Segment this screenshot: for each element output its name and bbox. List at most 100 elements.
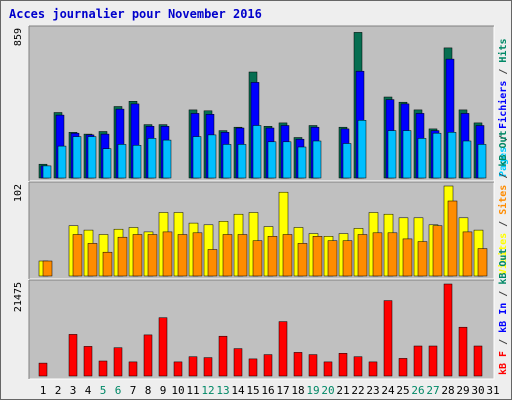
x-tick-label: 15 <box>246 384 259 397</box>
x-tick-label: 21 <box>336 384 349 397</box>
bar-day-26 <box>417 138 427 179</box>
bar-day-22 <box>357 234 368 277</box>
bar-day-4 <box>87 136 97 179</box>
x-tick-label: 28 <box>441 384 454 397</box>
x-tick-label: 18 <box>291 384 304 397</box>
bar-day-9 <box>158 317 168 377</box>
bar-day-10 <box>173 361 183 377</box>
bar-day-1 <box>38 362 48 377</box>
bar-day-19 <box>312 140 322 179</box>
x-tick-label: 22 <box>351 384 364 397</box>
x-tick-label: 31 <box>486 384 499 397</box>
x-tick-label: 30 <box>471 384 484 397</box>
bar-day-9 <box>162 231 173 277</box>
bar-day-16 <box>267 236 278 277</box>
bar-day-25 <box>402 238 413 277</box>
chart-title: Acces journalier pour November 2016 <box>9 7 262 21</box>
x-tick-label: 23 <box>366 384 379 397</box>
bar-day-18 <box>297 243 308 277</box>
x-tick-label: 6 <box>115 384 122 397</box>
chart-panel-1: 859 Pages / Fichiers / Hits <box>13 25 509 182</box>
bar-day-15 <box>252 125 262 179</box>
legend-item: Hits <box>497 38 509 68</box>
bar-day-30 <box>477 144 487 179</box>
x-tick-label: 7 <box>130 384 137 397</box>
legend-item: / <box>498 291 509 297</box>
bar-day-8 <box>147 138 157 179</box>
panel-legend: kB F / kB In / kB Out <box>498 249 509 375</box>
x-tick-label: 19 <box>306 384 319 397</box>
bar-day-15 <box>248 358 258 377</box>
bar-day-13 <box>218 335 228 377</box>
x-tick-label: 11 <box>186 384 199 397</box>
bar-day-20 <box>327 240 338 277</box>
bar-day-21 <box>342 143 352 179</box>
legend-item: / <box>498 339 509 345</box>
bar-day-24 <box>387 232 398 277</box>
bar-day-26 <box>417 241 428 277</box>
series-3 <box>42 120 487 179</box>
x-tick-label: 3 <box>70 384 77 397</box>
bar-day-18 <box>293 352 303 377</box>
legend-item: kB F <box>498 345 509 375</box>
bar-day-2 <box>57 145 67 179</box>
bar-day-28 <box>443 283 453 377</box>
bar-day-7 <box>132 234 143 277</box>
bar-day-6 <box>113 347 123 377</box>
bar-day-16 <box>267 141 277 179</box>
bar-day-20 <box>323 361 333 377</box>
bar-day-8 <box>147 234 158 277</box>
bar-day-12 <box>203 357 213 377</box>
bar-day-29 <box>462 140 472 179</box>
panel-legend: Pages / Fichiers / Hits <box>497 38 509 177</box>
bar-day-17 <box>282 234 293 277</box>
x-tick-label: 8 <box>145 384 152 397</box>
series-1 <box>38 283 483 377</box>
bar-day-23 <box>368 361 378 377</box>
bar-day-27 <box>432 132 442 179</box>
chart-panel-3: 21475 kB F / kB In / kB Out <box>13 249 509 380</box>
x-tick-label: 2 <box>55 384 62 397</box>
bar-day-3 <box>72 234 83 277</box>
y-max-label: 102 <box>13 184 24 202</box>
legend-item: / <box>498 135 509 141</box>
bar-day-1 <box>42 260 53 277</box>
bar-day-4 <box>83 346 93 377</box>
legend-item: kB Out <box>498 130 509 172</box>
bar-day-11 <box>192 136 202 179</box>
bar-day-3 <box>72 136 82 179</box>
bar-day-6 <box>117 144 127 179</box>
bar-day-27 <box>428 345 438 377</box>
legend-item: Sites <box>497 179 509 221</box>
bar-day-7 <box>128 361 138 377</box>
x-tick-label: 14 <box>231 384 245 397</box>
bar-day-21 <box>342 240 353 277</box>
bar-day-19 <box>308 354 318 377</box>
bar-day-19 <box>312 236 323 277</box>
bar-day-4 <box>87 243 98 277</box>
bar-day-13 <box>222 144 232 179</box>
x-axis-day-labels: 1 2 3 4 5 6 7 8 9 10 11 12 13 14 15 16 17 18 19 20 21 22 23 24 2… <box>40 384 500 397</box>
legend-item: / <box>498 69 509 75</box>
x-tick-label: 16 <box>261 384 274 397</box>
bar-day-22 <box>357 120 367 179</box>
bar-day-14 <box>237 144 247 179</box>
legend-item: Visites <box>497 227 509 275</box>
chart-panel-2: 102 Visites / Sites / kB Out <box>13 130 509 280</box>
x-tick-label: 20 <box>321 384 334 397</box>
panel-legend: Visites / Sites / kB Out <box>497 130 509 275</box>
y-max-label: 859 <box>13 28 24 46</box>
bar-day-30 <box>473 345 483 377</box>
bar-day-8 <box>143 334 153 377</box>
bar-day-12 <box>207 249 218 277</box>
bar-day-21 <box>338 353 348 377</box>
x-tick-label: 5 <box>100 384 107 397</box>
bar-day-9 <box>162 139 172 179</box>
x-tick-label: 1 <box>40 384 47 397</box>
bar-day-6 <box>117 236 128 277</box>
x-tick-label: 17 <box>276 384 289 397</box>
bar-day-13 <box>222 234 233 277</box>
bar-day-5 <box>98 360 108 377</box>
